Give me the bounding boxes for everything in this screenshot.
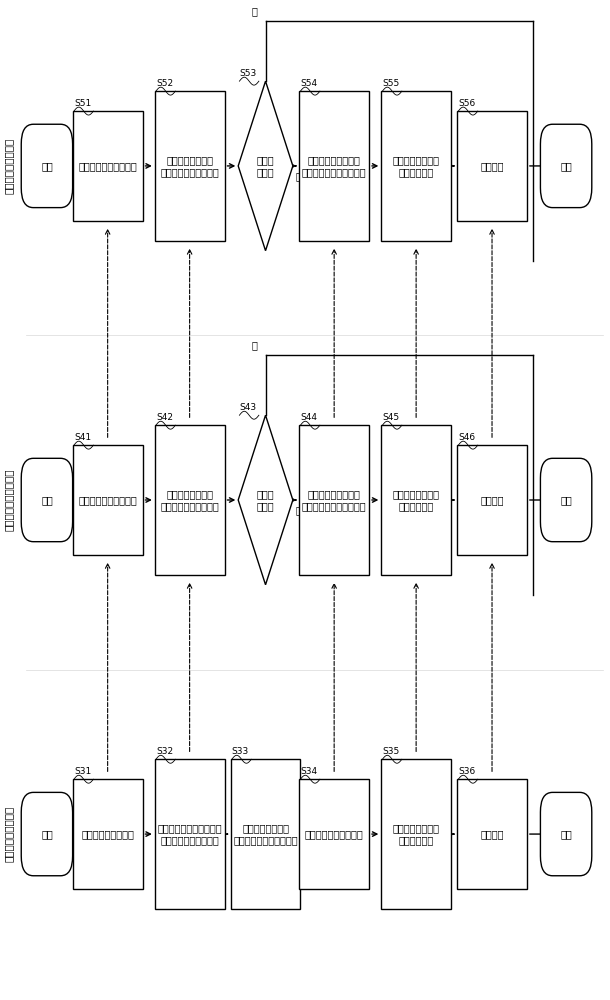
- Text: 使控制通道的时钟同步: 使控制通道的时钟同步: [78, 161, 137, 171]
- Text: 切换处理: 切换处理: [480, 829, 504, 839]
- FancyBboxPatch shape: [73, 779, 143, 889]
- FancyBboxPatch shape: [73, 111, 143, 221]
- Text: S56: S56: [458, 99, 476, 108]
- Text: 否: 否: [252, 340, 257, 350]
- Text: 是: 是: [296, 505, 302, 515]
- Text: 等待直到经过预定
时钟计数为止: 等待直到经过预定 时钟计数为止: [393, 489, 440, 511]
- Text: 开始: 开始: [41, 829, 53, 839]
- Polygon shape: [239, 81, 293, 251]
- FancyBboxPatch shape: [300, 91, 369, 241]
- Text: 中继节点处的控制电路: 中继节点处的控制电路: [4, 469, 13, 531]
- FancyBboxPatch shape: [540, 124, 592, 208]
- Text: S52: S52: [156, 79, 173, 88]
- Text: 发送控制开始定时消息: 发送控制开始定时消息: [305, 829, 364, 839]
- FancyBboxPatch shape: [21, 458, 73, 542]
- Text: 存在处
理吗？: 存在处 理吗？: [257, 489, 274, 511]
- Text: 等待直到经过预定
控制通道时钟时间段为止: 等待直到经过预定 控制通道时钟时间段为止: [233, 823, 298, 845]
- Text: 发送用于给出对应的控制
处理详情的通知的信息: 发送用于给出对应的控制 处理详情的通知的信息: [157, 823, 222, 845]
- Text: 接收端处的控制电路: 接收端处的控制电路: [4, 138, 13, 194]
- Text: 获取用于给出控制
处理详情的通知的信息: 获取用于给出控制 处理详情的通知的信息: [160, 155, 219, 177]
- FancyBboxPatch shape: [457, 445, 527, 555]
- Text: 获取用于给出控制
处理详情的通知的信息: 获取用于给出控制 处理详情的通知的信息: [160, 489, 219, 511]
- Text: 结束: 结束: [560, 495, 572, 505]
- FancyBboxPatch shape: [457, 111, 527, 221]
- FancyBboxPatch shape: [300, 425, 369, 575]
- Text: S36: S36: [458, 767, 476, 776]
- Text: S51: S51: [74, 99, 92, 108]
- Text: 开始: 开始: [41, 161, 53, 171]
- Text: 结束: 结束: [560, 161, 572, 171]
- FancyBboxPatch shape: [155, 425, 224, 575]
- FancyBboxPatch shape: [381, 759, 451, 909]
- Text: S46: S46: [458, 433, 475, 442]
- Text: S43: S43: [239, 403, 257, 412]
- FancyBboxPatch shape: [231, 759, 301, 909]
- FancyBboxPatch shape: [300, 779, 369, 889]
- Text: 开始控制通道的发送: 开始控制通道的发送: [81, 829, 134, 839]
- Text: 开始: 开始: [41, 495, 53, 505]
- FancyBboxPatch shape: [73, 445, 143, 555]
- Text: S45: S45: [382, 413, 400, 422]
- FancyBboxPatch shape: [21, 792, 73, 876]
- Text: 是: 是: [296, 171, 302, 181]
- Text: 执行处理: 执行处理: [480, 161, 504, 171]
- Text: 等待直到检测到控制
开始定时消息为止、检测: 等待直到检测到控制 开始定时消息为止、检测: [302, 489, 367, 511]
- Text: S42: S42: [156, 413, 173, 422]
- FancyBboxPatch shape: [381, 91, 451, 241]
- Text: 结束: 结束: [560, 829, 572, 839]
- FancyBboxPatch shape: [540, 792, 592, 876]
- Text: 等待直到经过预定
时钟计数为止: 等待直到经过预定 时钟计数为止: [393, 823, 440, 845]
- FancyBboxPatch shape: [540, 458, 592, 542]
- Text: S34: S34: [301, 767, 318, 776]
- Text: 否: 否: [252, 6, 257, 16]
- Text: S33: S33: [232, 747, 249, 756]
- Text: S53: S53: [239, 69, 257, 78]
- Text: 存在处
理吗？: 存在处 理吗？: [257, 155, 274, 177]
- Text: 等待直到检测到控制
开始定时消息为止、检测: 等待直到检测到控制 开始定时消息为止、检测: [302, 155, 367, 177]
- Text: 发送端处的控制电路: 发送端处的控制电路: [4, 806, 13, 862]
- Text: 使控制通道的时钟同步: 使控制通道的时钟同步: [78, 495, 137, 505]
- FancyBboxPatch shape: [21, 124, 73, 208]
- Text: S54: S54: [301, 79, 318, 88]
- Text: S41: S41: [74, 433, 91, 442]
- FancyBboxPatch shape: [457, 779, 527, 889]
- Text: S32: S32: [156, 747, 173, 756]
- Text: 等待直到经过预定
时钟计数为止: 等待直到经过预定 时钟计数为止: [393, 155, 440, 177]
- FancyBboxPatch shape: [155, 91, 224, 241]
- Text: S44: S44: [301, 413, 317, 422]
- FancyBboxPatch shape: [155, 759, 224, 909]
- Text: S31: S31: [74, 767, 92, 776]
- Text: 执行处理: 执行处理: [480, 495, 504, 505]
- FancyBboxPatch shape: [381, 425, 451, 575]
- Text: S35: S35: [382, 747, 400, 756]
- Polygon shape: [239, 415, 293, 585]
- Text: S55: S55: [382, 79, 400, 88]
